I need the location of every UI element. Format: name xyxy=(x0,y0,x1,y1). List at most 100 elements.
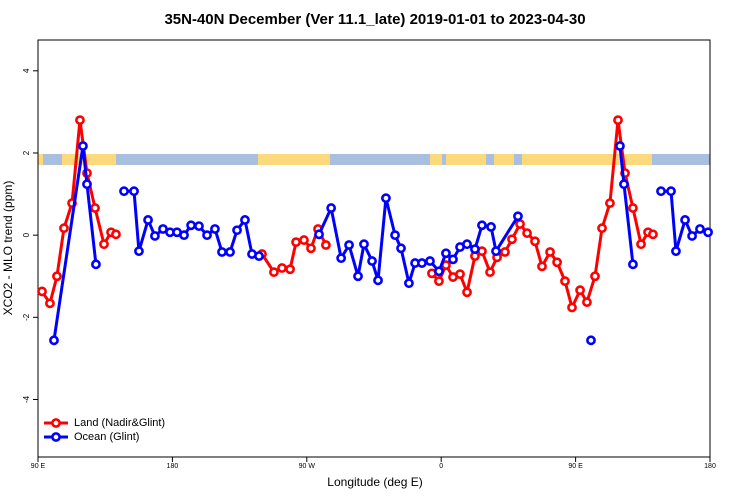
data-point xyxy=(326,203,337,213)
data-point xyxy=(336,253,347,264)
data-point xyxy=(628,259,638,270)
data-point xyxy=(636,239,646,250)
data-point xyxy=(75,115,85,126)
y-tick-label: 0 xyxy=(22,232,31,237)
land-ocean-strip xyxy=(38,154,710,165)
data-point xyxy=(680,215,690,225)
data-point xyxy=(425,256,435,266)
legend-label: Land (Nadir&Glint) xyxy=(74,417,165,429)
data-point xyxy=(299,235,309,245)
data-point xyxy=(314,229,324,240)
y-tick-label: 2 xyxy=(22,150,31,155)
data-point xyxy=(619,179,629,190)
data-point xyxy=(91,259,101,270)
data-point xyxy=(225,247,235,257)
y-tick-label: -2 xyxy=(22,313,31,321)
data-point xyxy=(500,247,510,257)
data-point xyxy=(656,186,666,197)
data-point xyxy=(448,254,458,265)
data-point xyxy=(590,271,600,282)
data-point xyxy=(687,231,697,241)
x-axis-label: Longitude (deg E) xyxy=(327,475,422,489)
data-point xyxy=(477,220,487,231)
data-point xyxy=(671,246,681,257)
data-point xyxy=(210,224,220,234)
data-point xyxy=(613,115,623,126)
data-point xyxy=(45,298,55,309)
data-point xyxy=(90,203,100,213)
data-point xyxy=(582,297,592,308)
data-point xyxy=(194,221,204,232)
data-point xyxy=(37,286,47,297)
data-point xyxy=(404,278,414,289)
data-point xyxy=(129,186,139,197)
x-tick-label: 90 E xyxy=(31,463,46,470)
y-tick-label: 4 xyxy=(22,68,31,73)
data-point xyxy=(353,271,363,282)
data-point xyxy=(134,246,144,257)
data-point xyxy=(597,223,607,234)
data-point xyxy=(119,186,129,197)
y-axis-label: XCO2 - MLO trend (ppm) xyxy=(1,181,15,316)
data-point xyxy=(143,215,153,225)
legend-label: Ocean (Glint) xyxy=(74,431,139,443)
data-point xyxy=(217,247,227,257)
data-point xyxy=(615,141,625,151)
data-point xyxy=(417,258,427,268)
data-point xyxy=(49,335,59,346)
data-point xyxy=(367,256,377,266)
data-point xyxy=(462,287,472,298)
data-point xyxy=(567,302,577,313)
data-point xyxy=(186,220,196,231)
data-point xyxy=(390,230,400,241)
data-point xyxy=(545,247,555,257)
data-point xyxy=(82,179,92,190)
legend-marker xyxy=(51,432,61,442)
data-point xyxy=(396,243,406,254)
data-point xyxy=(434,266,444,277)
data-point xyxy=(507,234,517,245)
series-line xyxy=(52,144,709,341)
x-tick-label: 0 xyxy=(439,463,443,470)
data-point xyxy=(150,231,160,241)
data-point xyxy=(470,244,480,255)
y-tick-label: -4 xyxy=(22,395,31,403)
data-point xyxy=(586,335,596,346)
data-point xyxy=(628,203,638,213)
data-point xyxy=(530,236,540,247)
data-point xyxy=(486,222,496,232)
data-point xyxy=(434,276,444,287)
data-point xyxy=(648,229,658,240)
data-point xyxy=(552,257,562,268)
data-point xyxy=(537,261,547,272)
x-tick-label: 180 xyxy=(167,463,179,470)
data-point xyxy=(78,141,88,151)
data-point xyxy=(381,193,391,204)
data-point xyxy=(373,275,383,286)
data-point xyxy=(359,239,369,250)
x-tick-label: 90 W xyxy=(299,463,316,470)
data-point xyxy=(491,246,501,257)
x-tick-label: 90 E xyxy=(568,463,583,470)
data-point xyxy=(462,239,472,250)
chart-title: 35N-40N December (Ver 11.1_late) 2019-01… xyxy=(164,11,585,28)
data-point xyxy=(344,240,354,250)
data-point xyxy=(99,239,109,250)
data-point xyxy=(232,225,242,236)
data-point xyxy=(306,243,316,254)
legend-marker xyxy=(51,418,61,428)
plot-frame xyxy=(37,39,711,458)
data-point xyxy=(254,251,264,262)
data-point xyxy=(575,285,585,296)
data-point xyxy=(605,198,615,209)
data-point xyxy=(666,186,676,197)
data-point xyxy=(240,215,250,225)
data-point xyxy=(703,227,713,238)
data-point xyxy=(321,240,331,250)
data-point xyxy=(485,267,495,278)
data-point xyxy=(455,269,465,280)
data-point xyxy=(513,211,523,222)
data-point xyxy=(111,229,121,240)
data-point xyxy=(695,224,705,234)
